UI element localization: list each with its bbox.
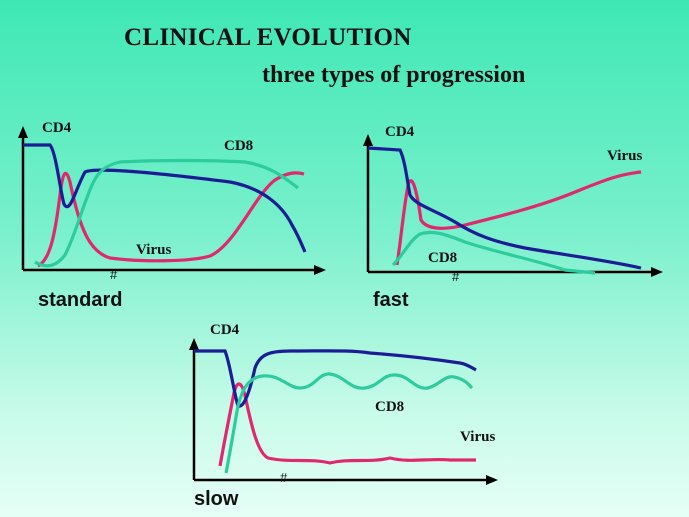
slide-title: CLINICAL EVOLUTION bbox=[124, 24, 412, 51]
y-axis-arrow-icon bbox=[189, 338, 199, 350]
cd8-curve bbox=[34, 158, 299, 268]
virus-curve bbox=[37, 171, 305, 268]
cd4-curve bbox=[194, 349, 477, 408]
cd4-label: CD4 bbox=[210, 322, 240, 338]
slide-subtitle: three types of progression bbox=[262, 62, 526, 88]
panel-name-fast: fast bbox=[373, 289, 409, 311]
cd8-label: CD8 bbox=[375, 399, 404, 415]
cd4-curve bbox=[23, 143, 307, 253]
cd8-curve bbox=[224, 372, 474, 474]
y-axis-arrow-icon bbox=[18, 126, 28, 138]
panel-standard: CD4 CD8 Virus # standard bbox=[18, 120, 326, 311]
virus-curve bbox=[218, 382, 476, 467]
virus-label: Virus bbox=[460, 429, 495, 445]
cd8-label: CD8 bbox=[428, 250, 457, 266]
cd4-curve bbox=[367, 146, 642, 270]
axis-break-mark: # bbox=[110, 267, 118, 282]
axis-break-mark: # bbox=[452, 269, 460, 284]
virus-curve bbox=[395, 170, 642, 266]
panel-name-slow: slow bbox=[194, 488, 239, 510]
cd4-label: CD4 bbox=[42, 120, 72, 136]
x-axis-arrow-icon bbox=[651, 267, 663, 277]
virus-label: Virus bbox=[607, 148, 642, 164]
cd8-label: CD8 bbox=[224, 138, 253, 154]
cd4-label: CD4 bbox=[385, 124, 415, 140]
x-axis-arrow-icon bbox=[314, 265, 326, 275]
y-axis-arrow-icon bbox=[363, 134, 373, 146]
cd8-curve bbox=[391, 230, 596, 275]
axis-break-mark: # bbox=[280, 470, 288, 485]
x-axis-arrow-icon bbox=[486, 475, 498, 485]
panel-slow: CD4 CD8 Virus # slow bbox=[189, 322, 498, 510]
virus-label: Virus bbox=[136, 242, 171, 258]
panel-name-standard: standard bbox=[38, 289, 122, 311]
panel-fast: CD4 CD8 Virus # fast bbox=[363, 124, 663, 311]
